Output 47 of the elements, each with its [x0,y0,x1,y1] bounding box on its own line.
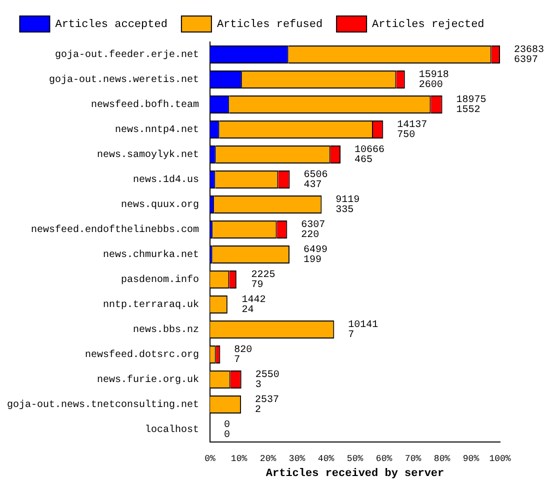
annotation: 2550 3 [255,370,280,392]
y-tick-label: goja-out.news.weretis.net [49,74,200,86]
x-tick-label: 10% [230,454,248,464]
x-tick-label: 80% [434,454,451,464]
y-tick-label: news.chmurka.net [103,249,200,262]
annotation: 6506 437 [304,170,328,192]
annotation: 6499 199 [303,245,328,266]
annotation: 23683 6397 [514,45,544,66]
x-tick-label: 50% [346,454,364,464]
x-tick-label: 40% [318,454,335,464]
legend-label: Articles rejected [372,18,484,31]
y-tick-label: newsfeed.dotsrc.org [85,349,200,362]
annotation: 0 0 [224,420,230,442]
y-tick-label: news.bbs.nz [133,324,200,336]
y-tick-label: newsfeed.bofh.team [91,99,200,112]
annotation: 10666 465 [354,145,385,166]
y-tick-label: newsfeed.endofthelinebbs.com [31,224,200,236]
y-tick-label: localhost [145,424,200,436]
annotation: 1442 24 [242,295,266,316]
legend-label: Articles accepted [55,18,168,31]
y-tick-label: news.quux.org [121,200,200,212]
x-tick-label: 30% [288,454,306,464]
y-tick-label: news.furie.org.uk [97,374,200,386]
x-tick-label: 90% [462,454,480,464]
y-tick-label: news.1d4.us [133,174,200,186]
x-tick-label: 0% [204,454,216,464]
annotation: 14137 750 [397,120,428,142]
annotation: 820 7 [234,345,252,366]
y-tick-label: news.samoylyk.net [97,149,200,162]
x-tick-label: 70% [404,454,422,464]
y-tick-label: nntp.terraraq.uk [103,299,200,312]
annotation: 9119 335 [336,195,360,216]
y-tick-label: news.nntp4.net [115,125,200,136]
annotation: 18975 1552 [456,95,486,116]
annotation: 15918 2600 [418,70,449,92]
y-tick-label: goja-out.news.tnetconsulting.net [7,399,200,412]
annotation: 2225 79 [251,270,276,292]
x-tick-label: 20% [260,454,277,464]
annotation: 6307 220 [301,220,326,242]
legend-label: Articles refused [216,18,323,31]
x-tick-label: 100% [489,454,512,464]
annotation: 2537 2 [255,395,280,416]
y-tick-label: goja-out.feeder.erje.net [55,49,200,62]
annotation: 10141 7 [348,320,378,342]
y-tick-label: pasdenom.info [121,274,200,286]
x-tick-label: 60% [376,454,393,464]
x-axis-title: Articles received by server [266,468,444,480]
